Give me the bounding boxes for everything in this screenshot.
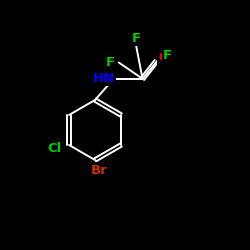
Text: HN: HN xyxy=(93,72,116,85)
Text: O: O xyxy=(158,51,169,64)
Text: Cl: Cl xyxy=(47,142,61,155)
Text: Br: Br xyxy=(90,164,107,176)
Text: F: F xyxy=(106,56,114,69)
Text: F: F xyxy=(132,32,141,45)
Text: F: F xyxy=(163,48,172,62)
